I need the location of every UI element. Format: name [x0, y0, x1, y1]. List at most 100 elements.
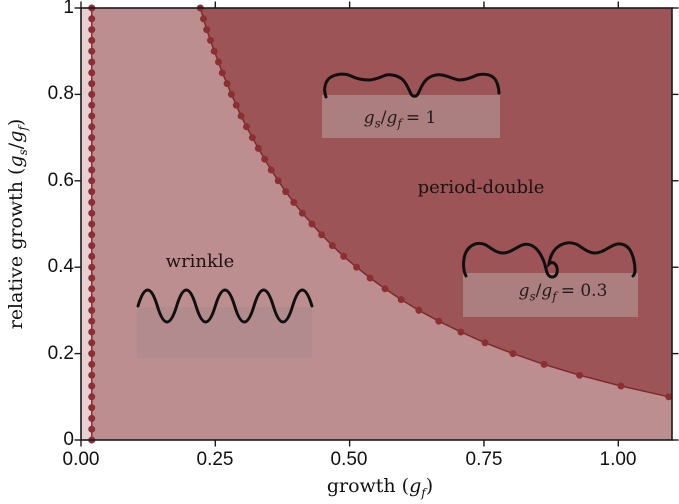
flat-wrinkle-boundary-marker [88, 404, 96, 412]
flat-wrinkle-boundary-marker [88, 371, 96, 379]
y-tick-label-0.8: 0.8 [47, 83, 74, 104]
wrinkle-pd-boundary-marker [248, 134, 256, 142]
flat-wrinkle-boundary-marker [88, 231, 96, 239]
wrinkle-pd-boundary-marker [318, 231, 326, 239]
y-axis-label-var1: g [5, 155, 27, 168]
inset-gs1-var1: g [363, 108, 375, 128]
flat-wrinkle-boundary-marker [88, 209, 96, 217]
flat-wrinkle-boundary-marker [88, 69, 96, 77]
boundary-curves [88, 4, 673, 444]
flat-wrinkle-boundary-marker [88, 252, 96, 260]
period-double-gs1-wave [323, 72, 501, 99]
y-axis-label-text: relative growth ( [5, 167, 27, 330]
wrinkle-pd-boundary-marker [665, 393, 673, 401]
flat-wrinkle-boundary-marker [88, 296, 96, 304]
wrinkle-pd-boundary-marker [232, 101, 240, 109]
flat-wrinkle-boundary-marker [88, 188, 96, 196]
wrinkle-pd-boundary-marker [282, 188, 290, 196]
wrinkle-pd-boundary-marker [576, 371, 584, 379]
wrinkle-pd-boundary-marker [298, 209, 306, 217]
flat-wrinkle-boundary-marker [88, 134, 96, 142]
wrinkle-pd-boundary-marker [290, 198, 298, 206]
wrinkle-pd-boundary-marker [267, 166, 275, 174]
flat-wrinkle-boundary-marker [88, 198, 96, 206]
x-axis-label-text: growth ( [326, 475, 410, 497]
flat-region-fill [81, 8, 92, 440]
flat-wrinkle-boundary-marker [88, 144, 96, 152]
flat-wrinkle-boundary-marker [88, 90, 96, 98]
x-axis-label-close: ) [425, 475, 434, 497]
pd2-inset-substrate [463, 273, 638, 317]
y-axis-label: relative growth (gs/gf) [4, 8, 30, 440]
wrinkle-pd-boundary-marker [340, 252, 348, 260]
wrinkle-pd-boundary-marker [540, 360, 548, 368]
flat-wrinkle-boundary-marker [88, 26, 96, 34]
wrinkle-pd-boundary-marker [481, 339, 489, 347]
x-axis-label: growth (gf) [280, 474, 480, 500]
flat-wrinkle-boundary-marker [88, 58, 96, 66]
flat-wrinkle-boundary-marker [88, 36, 96, 44]
inset-gs1-label: gs/gf = 1 [330, 107, 470, 129]
wrinkle-pd-boundary-marker [254, 144, 262, 152]
x-tick-label-0.50: 0.50 [330, 449, 368, 470]
flat-wrinkle-boundary-marker [88, 360, 96, 368]
flat-wrinkle-boundary-marker [88, 242, 96, 250]
period-double-gs03-wave [462, 241, 637, 279]
inset-gs1-sub1: s [374, 116, 381, 131]
y-axis-label-sub2: f [15, 126, 30, 131]
x-tick-label-0.00: 0.00 [62, 449, 100, 470]
flat-wrinkle-boundary-marker [88, 339, 96, 347]
x-tick-label-0.25: 0.25 [196, 449, 234, 470]
flat-wrinkle-boundary-marker [88, 306, 96, 314]
wrinkle-pd-boundary-marker [203, 26, 211, 34]
flat-wrinkle-boundary-marker [88, 382, 96, 390]
flat-wrinkle-boundary-marker [88, 112, 96, 120]
wrinkle-pd-boundary-marker [415, 306, 423, 314]
flat-wrinkle-boundary-marker [88, 80, 96, 88]
x-axis-label-sub: f [421, 485, 426, 500]
flat-wrinkle-boundary-marker [88, 47, 96, 55]
wrinkle-pd-boundary-marker [215, 58, 222, 66]
flat-wrinkle-boundary-marker [88, 101, 96, 109]
flat-wrinkle-boundary-marker [88, 123, 96, 131]
y-axis-label-sub1: s [15, 149, 30, 156]
wrinkle-pd-boundary-marker [210, 47, 218, 55]
wrinkle-pd-boundary-marker [227, 90, 235, 98]
wrinkle-pd-boundary-marker [617, 382, 625, 390]
wrinkle-profile-inset [136, 288, 314, 358]
wrinkle-pd-boundary-marker [397, 296, 405, 304]
wrinkle-pd-boundary-marker [223, 80, 231, 88]
y-tick-label-1: 1 [63, 0, 74, 18]
region-fills [81, 8, 673, 440]
period-double-region-label: period-double [417, 177, 545, 198]
flat-wrinkle-boundary-marker [88, 220, 96, 228]
flat-wrinkle-boundary-marker [88, 414, 96, 422]
inset-gs1-sub2: f [397, 116, 402, 131]
wrinkle-inset-substrate [137, 307, 312, 358]
period-double-gs03-inset [462, 241, 638, 317]
wrinkle-pd-boundary-marker [237, 112, 245, 120]
pd1-inset-substrate [322, 95, 500, 138]
wrinkle-pd-boundary-marker [218, 69, 226, 77]
x-tick-label-0.75: 0.75 [465, 449, 503, 470]
wrinkle-pd-boundary-marker [353, 263, 361, 271]
flat-wrinkle-boundary-marker [88, 155, 96, 163]
plot-spines [80, 7, 673, 441]
flat-wrinkle-boundary-marker [88, 425, 96, 433]
wrinkle-pd-boundary-marker [261, 155, 269, 163]
flat-wrinkle-boundary-marker [88, 317, 96, 325]
wrinkle-pd-boundary-marker [435, 317, 443, 325]
inset-gs03-var2: g [541, 281, 553, 301]
wrinkle-pd-boundary-marker [274, 177, 282, 185]
flat-wrinkle-boundary-marker [88, 393, 96, 401]
flat-wrinkle-boundary-marker [88, 166, 96, 174]
y-tick-label-0.4: 0.4 [47, 256, 74, 277]
inset-gs03-label: gs/gf = 0.3 [493, 280, 633, 302]
flat-wrinkle-boundary-marker [88, 263, 96, 271]
flat-wrinkle-boundary-marker [88, 328, 96, 336]
wrinkle-region-label: wrinkle [165, 251, 235, 272]
flat-wrinkle-boundary-marker [88, 350, 96, 358]
y-axis-label-var2: g [5, 130, 27, 143]
wrinkle-pd-boundary-marker [207, 36, 214, 44]
